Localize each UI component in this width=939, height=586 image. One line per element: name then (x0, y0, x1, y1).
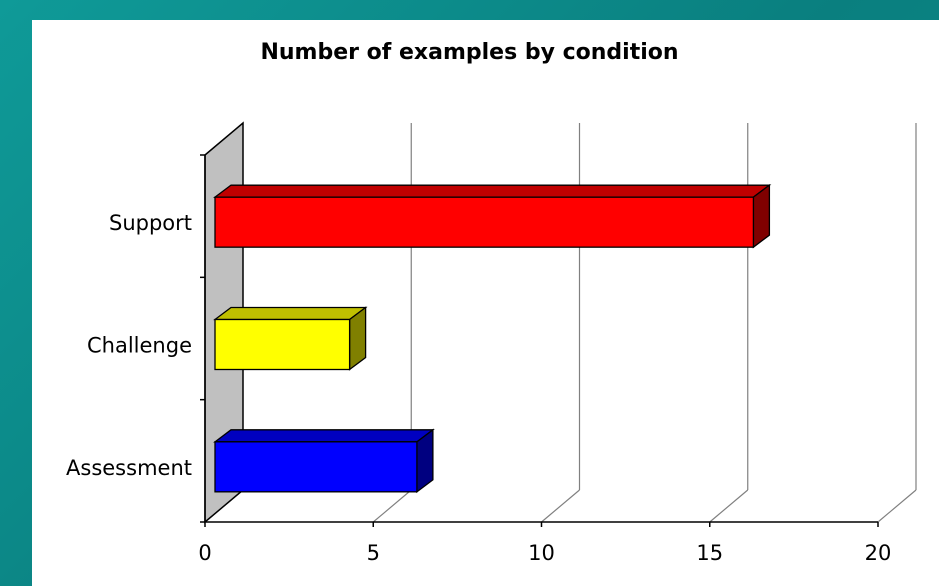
chart-bars (213, 183, 772, 494)
bar-top (213, 429, 435, 443)
floor-gridline (372, 489, 412, 523)
category-label: Challenge (87, 334, 192, 358)
floor-gridline (709, 489, 749, 523)
x-tick-label: 10 (528, 541, 555, 565)
x-tick-label: 15 (696, 541, 723, 565)
x-tick-label: 5 (367, 541, 380, 565)
floor-gridline (541, 489, 580, 523)
bar-top (213, 306, 368, 321)
chart-gridlines (372, 123, 917, 523)
chart-labels: 0 5 10 15 20 Support Challenge Assessment (66, 211, 891, 565)
category-label: Assessment (66, 456, 192, 480)
bar (214, 196, 755, 248)
chart-title: Number of examples by condition (260, 40, 679, 65)
category-label: Support (109, 211, 192, 235)
bar (214, 441, 418, 493)
chart-axes (200, 154, 879, 527)
bar-top (213, 184, 772, 198)
floor-gridline (877, 489, 917, 523)
x-tick-label: 20 (865, 541, 892, 565)
chart-panel (32, 20, 939, 586)
x-tick-label: 0 (198, 541, 211, 565)
bar (214, 318, 351, 371)
